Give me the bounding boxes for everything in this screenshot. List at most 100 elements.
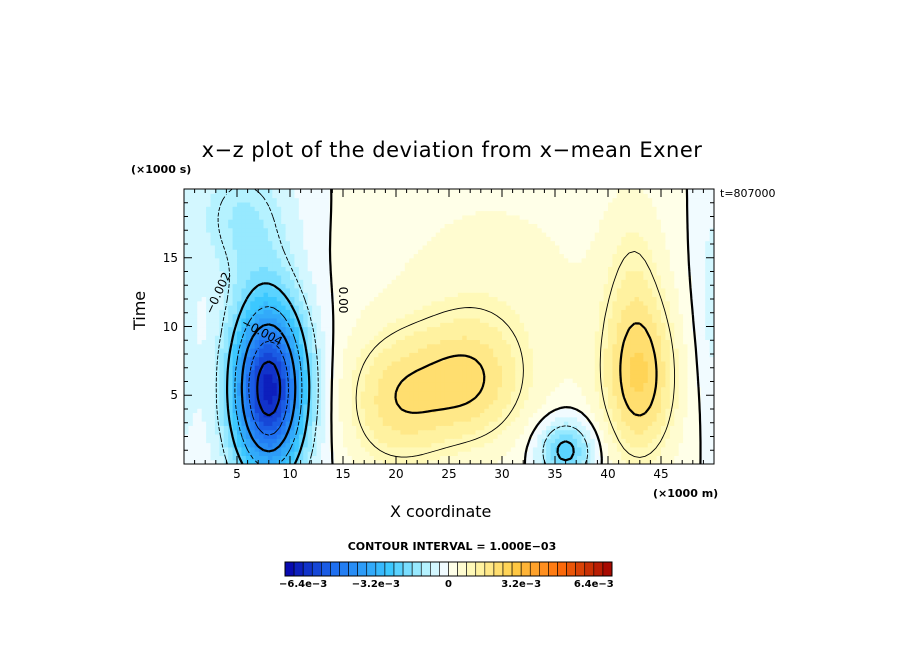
heatmap-cell	[652, 292, 658, 298]
heatmap-cell	[431, 296, 437, 302]
heatmap-cell	[555, 403, 561, 409]
heatmap-cell	[484, 429, 490, 435]
heatmap-cell	[457, 459, 463, 464]
heatmap-cell	[453, 386, 459, 392]
heatmap-cell	[665, 395, 671, 401]
heatmap-cell	[563, 421, 569, 426]
heatmap-cell	[532, 395, 538, 401]
heatmap-cell	[612, 382, 618, 388]
heatmap-cell	[532, 292, 538, 298]
heatmap-cell	[524, 330, 530, 336]
heatmap-cell	[555, 352, 561, 358]
heatmap-cell	[267, 446, 273, 452]
heatmap-cell	[404, 309, 410, 315]
heatmap-cell	[678, 300, 684, 306]
heatmap-cell	[510, 390, 516, 396]
heatmap-cell	[471, 386, 477, 392]
heatmap-cell	[223, 373, 229, 379]
heatmap-cell	[541, 292, 547, 298]
heatmap-cell	[656, 412, 662, 418]
heatmap-cell	[532, 378, 538, 383]
heatmap-cell	[674, 408, 680, 414]
heatmap-cell	[709, 360, 714, 366]
heatmap-cell	[440, 433, 446, 439]
heatmap-cell	[241, 399, 247, 405]
heatmap-cell	[214, 395, 220, 401]
heatmap-cell	[250, 421, 256, 426]
heatmap-cell	[524, 296, 530, 302]
heatmap-cell	[479, 390, 485, 396]
heatmap-cell	[638, 365, 644, 371]
heatmap-cell	[435, 335, 441, 340]
heatmap-cell	[687, 305, 693, 310]
heatmap-cell	[307, 451, 313, 457]
heatmap-cell	[316, 399, 322, 405]
heatmap-cell	[338, 390, 344, 396]
heatmap-cell	[471, 408, 477, 414]
heatmap-cell	[290, 390, 296, 396]
heatmap-cell	[528, 356, 534, 362]
heatmap-cell	[254, 292, 260, 298]
heatmap-cell	[572, 305, 578, 310]
heatmap-cell	[206, 455, 212, 461]
heatmap-cell	[197, 378, 203, 383]
heatmap-cell	[285, 292, 291, 298]
heatmap-cell	[409, 317, 415, 323]
heatmap-cell	[475, 451, 481, 457]
heatmap-cell	[608, 412, 614, 418]
heatmap-cell	[683, 335, 689, 340]
heatmap-cell	[298, 343, 304, 349]
heatmap-cell	[382, 395, 388, 401]
heatmap-cell	[444, 446, 450, 452]
heatmap-cell	[232, 305, 238, 310]
heatmap-cell	[475, 403, 481, 409]
heatmap-cell	[418, 347, 424, 353]
heatmap-cell	[387, 421, 393, 426]
heatmap-cell	[223, 300, 229, 306]
heatmap-cell	[365, 429, 371, 435]
heatmap-cell	[449, 429, 455, 435]
heatmap-cell	[643, 425, 649, 431]
heatmap-cell	[453, 343, 459, 349]
heatmap-cell	[365, 335, 371, 340]
heatmap-cell	[634, 446, 640, 452]
heatmap-cell	[418, 416, 424, 422]
heatmap-cell	[245, 378, 251, 383]
heatmap-cell	[303, 365, 309, 371]
heatmap-cell	[237, 317, 243, 323]
heatmap-cell	[356, 421, 362, 426]
heatmap-cell	[705, 356, 711, 362]
heatmap-cell	[435, 421, 441, 426]
heatmap-cell	[541, 403, 547, 409]
heatmap-cell	[652, 395, 658, 401]
heatmap-cell	[674, 347, 680, 353]
heatmap-cell	[400, 317, 406, 323]
heatmap-cell	[422, 378, 428, 383]
heatmap-cell	[378, 429, 384, 435]
heatmap-cell	[343, 330, 349, 336]
heatmap-cell	[228, 386, 234, 392]
heatmap-cell	[316, 360, 322, 366]
heatmap-cell	[192, 343, 198, 349]
heatmap-cell	[201, 365, 207, 371]
heatmap-cell	[638, 408, 644, 414]
heatmap-cell	[546, 378, 552, 383]
heatmap-cell	[683, 296, 689, 302]
heatmap-cell	[687, 386, 693, 392]
heatmap-cell	[320, 421, 326, 426]
heatmap-cell	[426, 365, 432, 371]
heatmap-cell	[232, 300, 238, 306]
heatmap-cell	[599, 399, 605, 405]
heatmap-cell	[206, 313, 212, 319]
heatmap-cell	[214, 429, 220, 435]
heatmap-cell	[466, 292, 472, 298]
heatmap-cell	[254, 412, 260, 418]
heatmap-cell	[325, 283, 331, 289]
heatmap-cell	[537, 292, 543, 298]
heatmap-cell	[683, 433, 689, 439]
heatmap-cell	[400, 455, 406, 461]
heatmap-cell	[555, 300, 561, 306]
heatmap-cell	[493, 412, 499, 418]
heatmap-cell	[674, 317, 680, 323]
heatmap-cell	[435, 347, 441, 353]
